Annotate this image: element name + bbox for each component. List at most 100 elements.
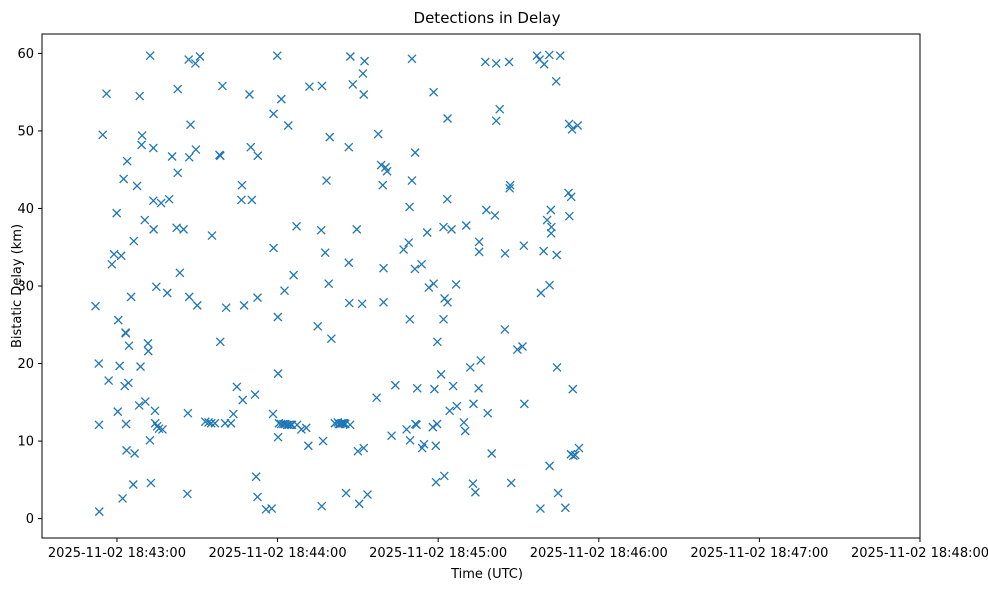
data-point xyxy=(442,194,452,204)
data-point xyxy=(451,279,461,289)
data-point xyxy=(372,393,382,403)
data-point xyxy=(555,51,565,61)
data-point xyxy=(175,268,185,278)
data-point xyxy=(568,451,578,461)
data-point xyxy=(148,196,158,206)
data-point xyxy=(470,487,480,497)
data-point xyxy=(273,369,283,379)
data-point xyxy=(124,378,133,388)
data-point xyxy=(280,286,289,296)
data-point xyxy=(121,419,131,429)
data-point xyxy=(439,314,448,324)
data-point xyxy=(221,303,231,313)
data-point xyxy=(251,472,261,482)
data-point xyxy=(545,461,554,471)
data-point xyxy=(465,362,475,372)
data-point xyxy=(134,400,144,410)
data-point xyxy=(504,57,514,67)
data-point xyxy=(353,446,363,456)
data-point xyxy=(318,436,328,446)
data-point xyxy=(228,409,238,419)
data-point xyxy=(407,176,417,186)
data-point xyxy=(545,280,554,290)
data-point xyxy=(292,221,302,231)
data-point xyxy=(452,401,462,411)
data-point xyxy=(244,90,254,99)
data-point xyxy=(157,424,167,434)
data-point xyxy=(246,142,256,152)
data-point xyxy=(267,504,277,513)
data-point xyxy=(206,418,216,428)
data-point xyxy=(432,419,442,429)
data-point xyxy=(564,211,574,221)
data-point xyxy=(217,81,227,91)
data-point xyxy=(122,445,132,455)
y-tick-label: 30 xyxy=(17,280,34,295)
data-point xyxy=(326,334,336,344)
data-point xyxy=(429,279,439,289)
x-tick-label: 2025-11-02 18:46:00 xyxy=(530,546,668,561)
chart-title: Detections in Delay xyxy=(414,9,561,27)
data-point xyxy=(553,488,563,498)
data-point xyxy=(289,270,299,280)
data-point xyxy=(344,142,354,152)
data-point xyxy=(500,248,510,258)
data-point xyxy=(253,492,262,502)
data-point xyxy=(140,397,150,406)
data-point xyxy=(151,282,161,292)
data-point xyxy=(459,418,469,427)
data-point xyxy=(172,223,182,233)
data-point xyxy=(232,382,242,392)
data-point xyxy=(167,152,177,161)
data-point xyxy=(200,417,210,427)
data-point xyxy=(476,355,486,365)
data-point xyxy=(495,104,505,114)
data-point xyxy=(184,55,194,65)
data-point xyxy=(546,205,556,215)
data-point xyxy=(539,246,549,256)
data-point xyxy=(357,299,367,309)
data-point xyxy=(215,337,225,347)
data-point xyxy=(552,362,562,372)
data-point xyxy=(546,228,556,238)
data-point xyxy=(94,359,104,368)
data-point xyxy=(322,176,332,186)
x-tick-label: 2025-11-02 18:43:00 xyxy=(48,546,186,561)
data-point xyxy=(137,131,147,141)
data-point xyxy=(443,297,452,307)
data-point xyxy=(358,69,368,79)
data-point xyxy=(505,180,515,190)
data-point xyxy=(237,180,247,190)
y-tick-label: 0 xyxy=(26,512,34,527)
data-point xyxy=(443,114,452,123)
data-point xyxy=(150,406,160,416)
data-point xyxy=(296,424,306,434)
data-point xyxy=(268,409,278,419)
data-point xyxy=(145,435,155,445)
data-point xyxy=(317,81,327,91)
data-point xyxy=(460,426,470,436)
data-point xyxy=(98,130,108,140)
data-point xyxy=(135,91,145,101)
data-point xyxy=(164,194,174,204)
data-point xyxy=(190,59,200,68)
data-point xyxy=(468,479,478,489)
data-point xyxy=(325,132,335,142)
data-point xyxy=(269,243,279,253)
data-point xyxy=(564,119,574,129)
data-point xyxy=(338,418,348,428)
data-point xyxy=(91,301,100,311)
data-point xyxy=(184,292,194,302)
data-point xyxy=(429,384,439,394)
data-point xyxy=(253,151,263,161)
data-point xyxy=(412,420,421,430)
data-point xyxy=(360,56,370,66)
data-point xyxy=(345,52,355,61)
data-point xyxy=(490,210,500,220)
data-point xyxy=(500,324,510,334)
data-point xyxy=(544,50,554,60)
data-point xyxy=(352,224,362,234)
data-point xyxy=(405,314,415,324)
data-point xyxy=(156,198,166,208)
